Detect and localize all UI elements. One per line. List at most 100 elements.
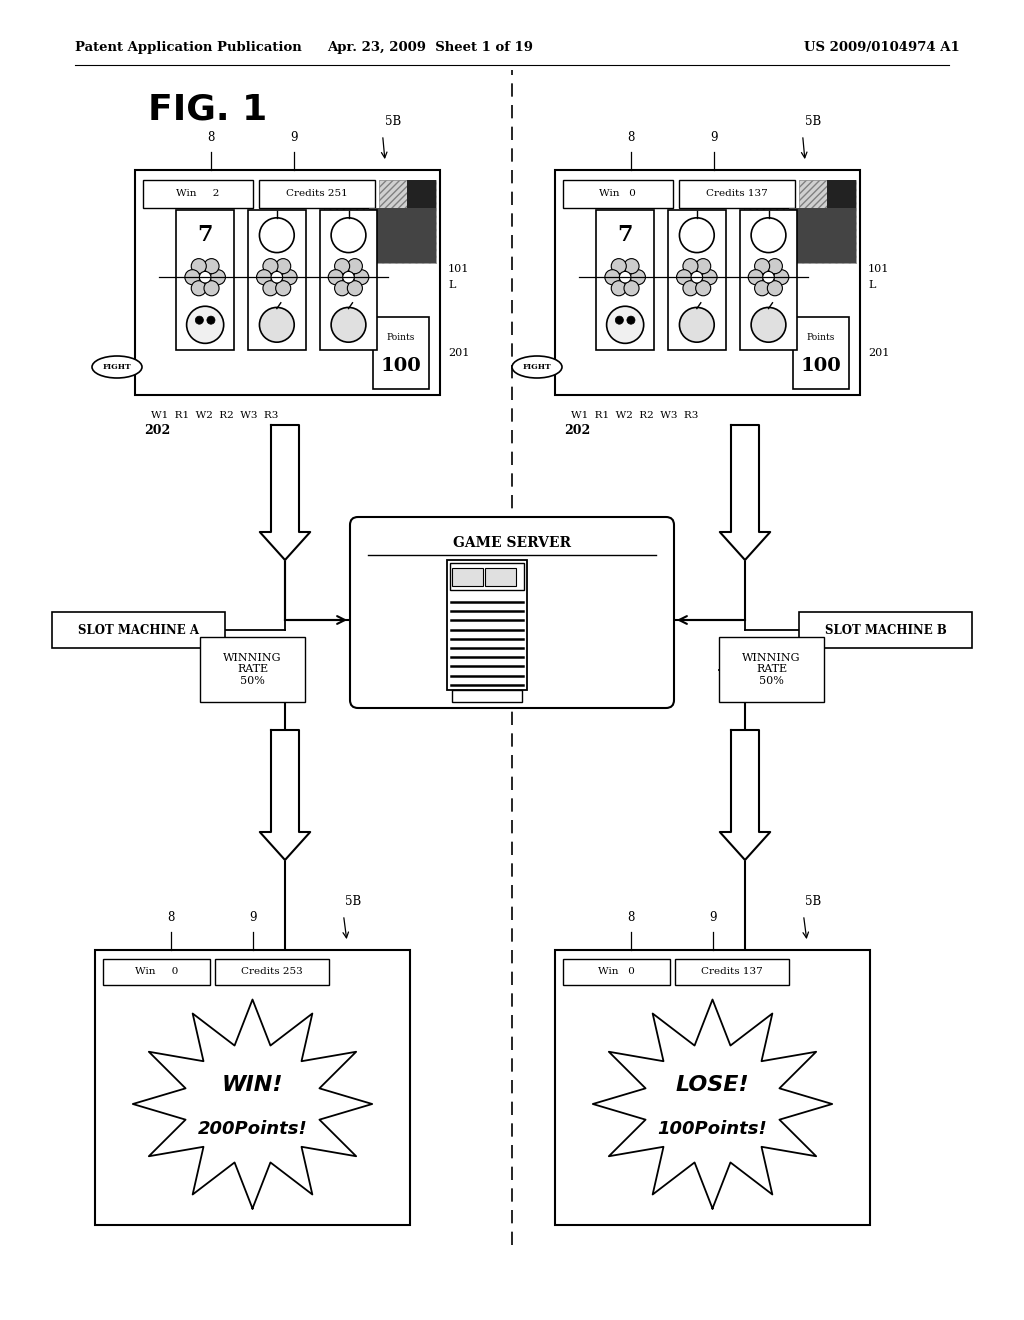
FancyBboxPatch shape <box>325 209 436 263</box>
FancyBboxPatch shape <box>52 612 225 648</box>
Polygon shape <box>593 999 833 1209</box>
Circle shape <box>767 259 782 273</box>
FancyBboxPatch shape <box>799 612 972 648</box>
Circle shape <box>624 281 639 296</box>
Circle shape <box>329 269 343 285</box>
FancyBboxPatch shape <box>143 180 253 209</box>
Text: 5B: 5B <box>345 895 361 908</box>
Text: 202: 202 <box>564 425 591 437</box>
Text: 8: 8 <box>628 131 635 144</box>
Circle shape <box>185 269 200 285</box>
FancyBboxPatch shape <box>668 210 726 350</box>
Text: WINNING
RATE
50%: WINNING RATE 50% <box>742 653 801 686</box>
Circle shape <box>196 315 204 325</box>
FancyBboxPatch shape <box>563 180 673 209</box>
Text: Win     0: Win 0 <box>135 968 178 977</box>
Text: US 2009/0104974 A1: US 2009/0104974 A1 <box>804 41 961 54</box>
Text: Credits 253: Credits 253 <box>241 968 303 977</box>
Text: 302: 302 <box>564 557 588 570</box>
Text: W1  R1  W2  R2  W3  R3: W1 R1 W2 R2 W3 R3 <box>570 411 698 420</box>
Text: 101: 101 <box>449 264 469 275</box>
Text: 100: 100 <box>381 356 422 375</box>
FancyBboxPatch shape <box>453 568 483 586</box>
Text: Win     2: Win 2 <box>176 190 219 198</box>
FancyBboxPatch shape <box>248 210 306 350</box>
Ellipse shape <box>92 356 142 378</box>
FancyBboxPatch shape <box>596 210 654 350</box>
Circle shape <box>763 272 774 282</box>
FancyBboxPatch shape <box>485 568 516 586</box>
FancyBboxPatch shape <box>259 180 375 209</box>
Circle shape <box>755 281 770 296</box>
Text: 100Points!: 100Points! <box>657 1119 767 1138</box>
Circle shape <box>335 259 349 273</box>
Circle shape <box>615 315 624 325</box>
FancyBboxPatch shape <box>408 180 436 209</box>
Circle shape <box>263 281 278 296</box>
FancyBboxPatch shape <box>95 950 410 1225</box>
Circle shape <box>774 269 788 285</box>
Circle shape <box>749 269 763 285</box>
Circle shape <box>683 281 698 296</box>
FancyBboxPatch shape <box>369 209 436 263</box>
Text: 8: 8 <box>208 131 215 144</box>
Text: 200Points!: 200Points! <box>198 1119 307 1138</box>
Circle shape <box>695 259 711 273</box>
Polygon shape <box>133 999 372 1209</box>
Circle shape <box>347 281 362 296</box>
FancyBboxPatch shape <box>103 960 210 985</box>
FancyBboxPatch shape <box>675 960 788 985</box>
Text: 202: 202 <box>144 425 170 437</box>
Text: Apr. 23, 2009  Sheet 1 of 19: Apr. 23, 2009 Sheet 1 of 19 <box>327 41 534 54</box>
Text: 101: 101 <box>868 264 890 275</box>
Text: 201: 201 <box>868 348 890 358</box>
Text: SLOT MACHINE A: SLOT MACHINE A <box>78 623 199 636</box>
Circle shape <box>606 306 644 343</box>
Text: SLOT MACHINE B: SLOT MACHINE B <box>824 623 946 636</box>
FancyBboxPatch shape <box>793 317 849 389</box>
Text: L: L <box>868 280 876 290</box>
Text: FIGHT: FIGHT <box>102 363 131 371</box>
FancyBboxPatch shape <box>278 730 293 832</box>
Text: Points: Points <box>807 333 836 342</box>
FancyBboxPatch shape <box>350 517 674 708</box>
Text: Win   0: Win 0 <box>598 968 635 977</box>
FancyBboxPatch shape <box>555 170 860 395</box>
Circle shape <box>335 281 349 296</box>
Circle shape <box>631 269 645 285</box>
Ellipse shape <box>512 356 562 378</box>
Text: Credits 137: Credits 137 <box>700 968 763 977</box>
Circle shape <box>611 259 627 273</box>
Polygon shape <box>720 425 770 560</box>
Text: L: L <box>449 280 456 290</box>
FancyBboxPatch shape <box>679 180 795 209</box>
Circle shape <box>259 308 294 342</box>
Text: W1  R1  W2  R2  W3  R3: W1 R1 W2 R2 W3 R3 <box>151 411 278 420</box>
Circle shape <box>204 259 219 273</box>
Text: 100: 100 <box>801 356 842 375</box>
Text: 9: 9 <box>710 131 718 144</box>
Text: 8: 8 <box>167 911 174 924</box>
Text: GAME SERVER: GAME SERVER <box>453 536 571 550</box>
Circle shape <box>263 259 278 273</box>
FancyBboxPatch shape <box>135 170 440 395</box>
FancyBboxPatch shape <box>176 210 234 350</box>
FancyBboxPatch shape <box>739 210 798 350</box>
Text: FIG. 1: FIG. 1 <box>148 92 267 127</box>
FancyBboxPatch shape <box>379 180 436 209</box>
Text: 5B: 5B <box>385 115 400 128</box>
Text: 5B: 5B <box>805 115 821 128</box>
FancyBboxPatch shape <box>453 690 522 702</box>
Text: 7: 7 <box>198 224 213 247</box>
Circle shape <box>683 259 698 273</box>
Circle shape <box>677 269 691 285</box>
Text: WIN!: WIN! <box>222 1074 284 1094</box>
FancyBboxPatch shape <box>799 180 856 209</box>
FancyBboxPatch shape <box>737 730 753 832</box>
Circle shape <box>275 259 291 273</box>
FancyBboxPatch shape <box>563 960 670 985</box>
Polygon shape <box>720 730 770 861</box>
Polygon shape <box>260 730 310 861</box>
Circle shape <box>702 269 717 285</box>
Circle shape <box>691 272 702 282</box>
